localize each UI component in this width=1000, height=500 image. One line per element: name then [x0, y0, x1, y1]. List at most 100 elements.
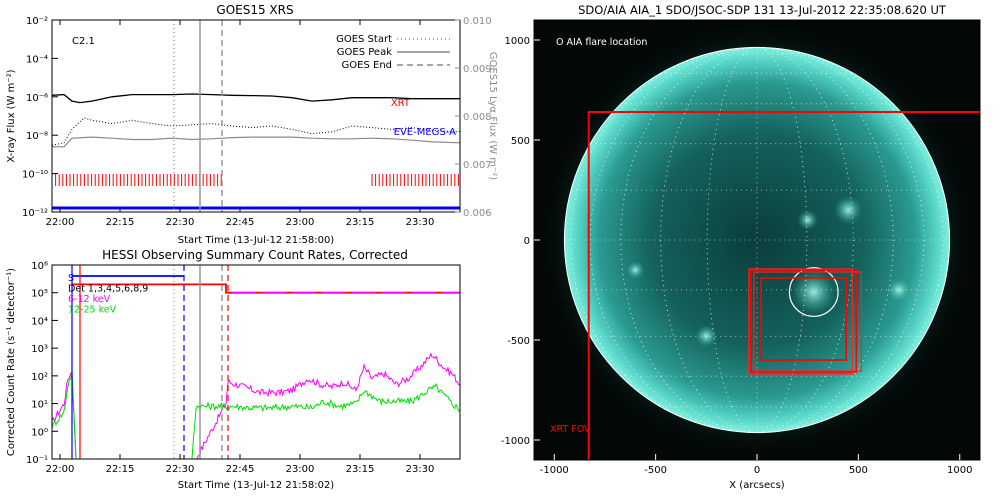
legend-goes-peak: GOES Peak: [337, 47, 392, 58]
goes-y2-axis: 0.010 0.009 0.008 0.007 0.006: [455, 16, 492, 219]
hessi-ytick-label: 10⁶: [31, 261, 48, 272]
aia-x-axis: -1000 -500 0 500 1000: [540, 454, 972, 476]
aia-xtick-label: 0: [754, 465, 760, 476]
hessi-ytick-label: 10⁴: [31, 316, 48, 327]
goes-y2tick-label: 0.006: [463, 208, 492, 219]
goes-xtick-label: 23:00: [286, 217, 315, 228]
goes-y2tick-label: 0.008: [463, 112, 492, 123]
hessi-xtick-label: 22:45: [226, 464, 255, 475]
goes-ytick-label: 10⁻⁸: [26, 131, 48, 142]
goes-xlabel: Start Time (13-Jul-12 21:58:00): [178, 235, 335, 246]
goes-y-axis: 10⁻² 10⁻⁴ 10⁻⁶ 10⁻⁸ 10⁻¹⁰ 10⁻¹²: [22, 16, 58, 219]
aia-panel: SDO/AIA AIA_1 SDO/JSOC-SDP 131 13-Jul-20…: [501, 3, 981, 491]
goes-title: GOES15 XRS: [216, 3, 293, 17]
hessi-xtick-label: 22:00: [46, 464, 75, 475]
goes-xrs-panel: GOES15 XRS 22:00 22:15 22:30 22:45 23:00 23:1…: [6, 3, 498, 246]
goes-legend: GOES Start GOES Peak GOES End: [336, 34, 450, 71]
goes-xtick-label: 22:15: [106, 217, 135, 228]
goes-xtick-label: 22:00: [46, 217, 75, 228]
goes-series-0: [51, 93, 460, 104]
active-region: [695, 324, 718, 348]
legend-goes-start: GOES Start: [336, 34, 392, 45]
goes-class-label: C2.1: [72, 36, 95, 47]
goes-plot-area: [51, 20, 461, 212]
hessi-legend-item: S: [68, 273, 74, 284]
legend-goes-end: GOES End: [342, 60, 392, 71]
active-region: [886, 277, 912, 303]
goes-xrt-label: XRT: [391, 98, 411, 109]
aia-legend-flare-location: O AIA flare location: [556, 37, 647, 48]
goes-ytick-label: 10⁻¹⁰: [22, 170, 48, 181]
hessi-ytick-label: 10⁰: [31, 427, 48, 438]
goes-series-1: [51, 117, 461, 146]
aia-xtick-label: -500: [644, 465, 667, 476]
aia-ytick-label: -500: [507, 336, 530, 347]
goes-ytick-label: 10⁻¹²: [22, 208, 48, 219]
hessi-ytick-label: 10⁻¹: [26, 455, 48, 466]
goes-xtick-label: 23:30: [406, 217, 435, 228]
hessi-legend-item: 6-12 keV: [68, 294, 111, 305]
goes-ytick-label: 10⁻⁶: [26, 93, 48, 104]
longitude-line: [589, 47, 925, 433]
xrt-fov-box: [750, 269, 858, 373]
longitude-line: [570, 47, 944, 433]
goes-ytick-label: 10⁻²: [26, 16, 48, 27]
flare-location-marker: [788, 267, 839, 317]
aia-ytick-label: 1000: [505, 36, 530, 47]
goes-xtick-label: 22:30: [166, 217, 195, 228]
goes-y2tick-label: 0.010: [463, 16, 492, 27]
hessi-frame: [51, 264, 461, 460]
hessi-y-axis: 10⁶ 10⁵ 10⁴ 10³ 10² 10¹ 10⁰ 10⁻¹: [26, 261, 58, 466]
hessi-xlabel: Start Time (13-Jul-12 21:58:02): [178, 480, 335, 491]
hessi-ylabel: Corrected Count Rate (s⁻¹ detector⁻¹): [6, 268, 17, 456]
xrt-fov-box: [760, 277, 848, 361]
hessi-title: HESSI Observing Summary Count Rates, Cor…: [102, 248, 408, 262]
hessi-ytick-label: 10²: [31, 372, 48, 383]
goes-eve-label: EVE-MEGS-A: [394, 127, 457, 138]
xrt-fov-box: [587, 111, 980, 460]
hessi-ytick-label: 10⁵: [31, 289, 48, 300]
hessi-legend-item: 12-25 keV: [68, 305, 117, 316]
hessi-xtick-label: 22:15: [106, 464, 135, 475]
hessi-ytick-label: 10³: [31, 344, 48, 355]
hessi-ytick-label: 10¹: [31, 400, 48, 411]
hessi-xtick-label: 22:30: [166, 464, 195, 475]
active-region: [626, 260, 645, 280]
longitude-line: [706, 47, 808, 433]
goes-xtick-label: 23:15: [346, 217, 375, 228]
aia-ytick-label: 0: [524, 236, 530, 247]
aia-xlabel: X (arcsecs): [729, 480, 785, 491]
aia-xrt-fov-label: XRT FOV: [550, 424, 591, 435]
aia-xtick-label: 500: [849, 465, 868, 476]
goes-ylabel: X-ray Flux (W m⁻²): [6, 69, 17, 162]
longitude-line: [660, 47, 854, 433]
xrt-fov-box: [753, 271, 862, 372]
aia-ytick-label: -1000: [501, 436, 530, 447]
goes-xtick-label: 22:45: [226, 217, 255, 228]
hessi-xtick-label: 23:15: [346, 464, 375, 475]
aia-image: [541, 24, 980, 460]
goes-y2label: GOES15 Lyα Flux (W m⁻²): [487, 52, 498, 180]
solar-disk: [564, 47, 950, 433]
hessi-xtick-label: 23:30: [406, 464, 435, 475]
aia-xtick-label: 1000: [947, 465, 972, 476]
hessi-panel: HESSI Observing Summary Count Rates, Cor…: [6, 248, 461, 491]
goes-ytick-label: 10⁻⁴: [26, 54, 48, 65]
xrt-fov-box: [748, 268, 853, 375]
hessi-x-axis: 22:00 22:15 22:30 22:45 23:00 23:15 23:30: [46, 454, 435, 475]
aia-y-axis: 1000 500 0 -500 -1000: [501, 36, 540, 447]
goes-y2tick-label: 0.007: [463, 160, 492, 171]
aia-xtick-label: -1000: [540, 465, 569, 476]
goes-x-axis: 22:00 22:15 22:30 22:45 23:00 23:15 23:30: [46, 20, 435, 228]
hessi-legend-item: Det 1,3,4,5,6,8,9: [68, 284, 148, 295]
aia-ytick-label: 500: [511, 136, 530, 147]
active-region: [791, 269, 837, 315]
active-region: [797, 209, 818, 231]
hessi-xtick-label: 23:00: [286, 464, 315, 475]
goes-series-2: [52, 136, 461, 148]
aia-title: SDO/AIA AIA_1 SDO/JSOC-SDP 131 13-Jul-20…: [578, 3, 947, 17]
active-region: [834, 195, 863, 225]
goes-y2tick-label: 0.009: [463, 64, 492, 75]
